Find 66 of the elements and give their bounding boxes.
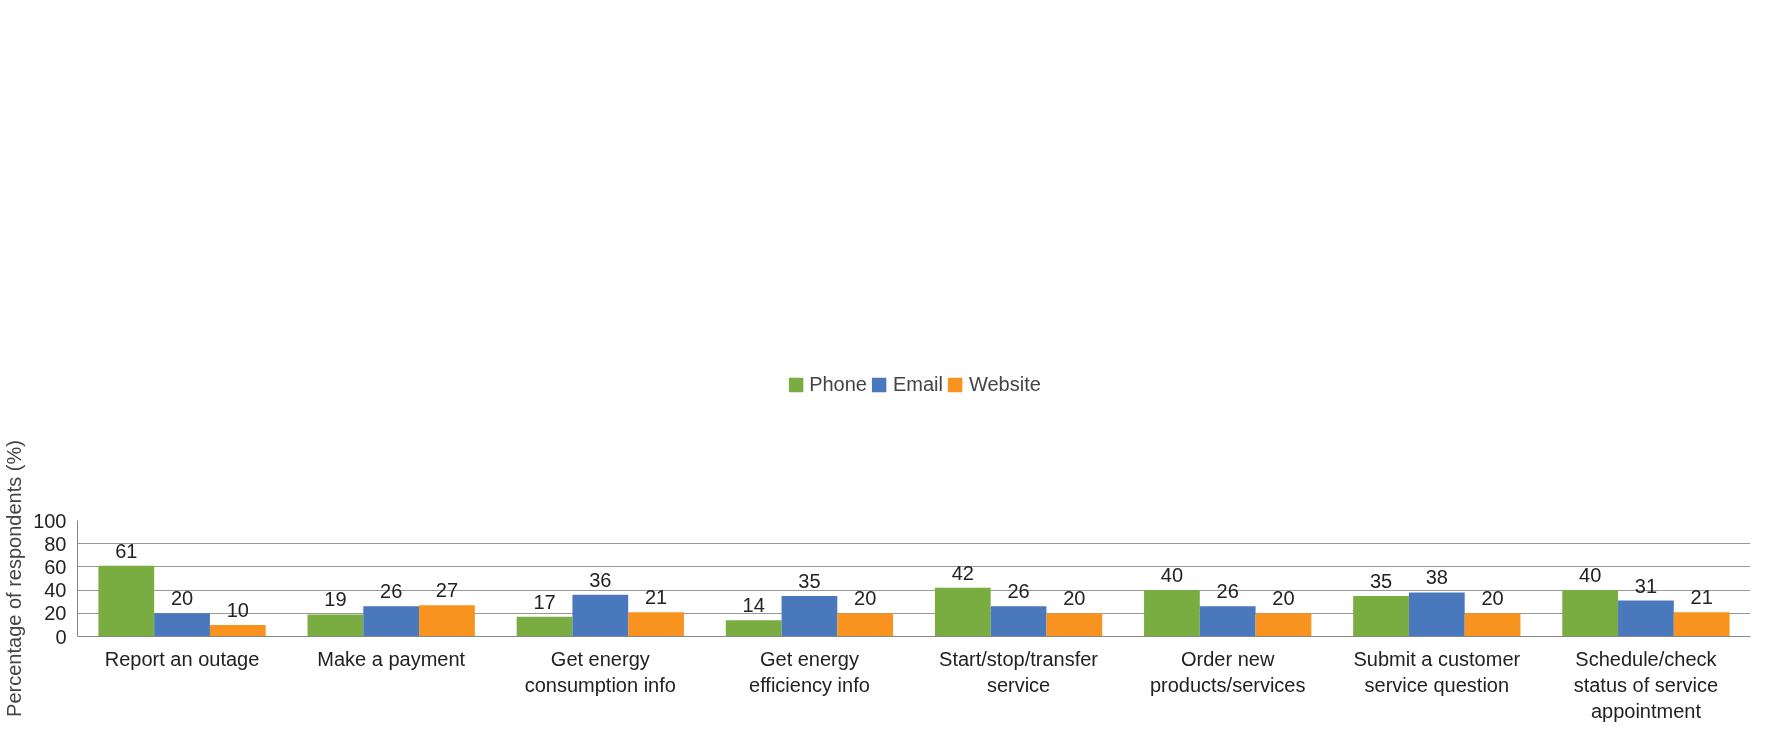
bar [1408,592,1465,637]
bar [781,595,838,637]
bar [725,620,782,637]
bar [1046,613,1103,637]
data-label: 19 [324,588,347,611]
data-label: 21 [644,586,668,609]
data-label: 20 [1063,587,1086,610]
y-tick-label: 100 [33,509,67,532]
bar [572,594,629,637]
bar [837,613,894,637]
bar [1199,606,1256,637]
data-label: 20 [854,587,877,610]
legend-label: Phone [809,372,867,396]
data-label: 27 [435,579,459,602]
data-label: 26 [1007,580,1030,603]
data-label: 26 [380,580,403,603]
data-label: 40 [1579,564,1602,587]
data-label: 26 [1216,580,1239,603]
data-label: 42 [951,561,974,584]
bar [516,616,573,637]
data-label: 20 [1481,587,1504,610]
y-tick-label: 60 [44,555,67,578]
x-tick-label: Get energy efficiency info [749,647,870,696]
data-label: 40 [1160,564,1184,587]
y-tick-label: 0 [55,625,67,648]
x-tick-label: Order new products/services [1149,647,1306,696]
data-label: 20 [1272,587,1295,610]
bar [990,606,1047,637]
bar [1353,595,1409,637]
x-tick-label: Schedule/check status of service appointment [1573,647,1719,723]
y-tick-label: 20 [44,602,67,625]
data-label: 36 [589,568,612,591]
x-tick-label: Get energy consumption info [524,647,676,696]
data-label: 38 [1425,566,1448,589]
data-label: 31 [1634,574,1658,597]
bar [1562,590,1619,637]
bar [628,612,684,637]
data-label: 20 [170,587,194,610]
x-tick-label: Make a payment [317,647,466,670]
bar [1255,613,1312,637]
data-label: 17 [533,590,556,613]
legend-label: Email [892,372,943,396]
bar [1464,613,1521,637]
x-tick-label: Submit a customer service question [1353,647,1521,696]
data-label: 35 [798,569,821,592]
data-label: 10 [226,598,249,621]
data-label: 35 [1369,569,1393,592]
data-label: 61 [115,539,138,562]
y-tick-label: 80 [44,532,67,555]
bar [209,624,266,637]
y-tick-label: 40 [44,579,67,602]
bar [1618,600,1674,637]
data-label: 14 [742,594,765,617]
bar [154,613,210,637]
legend-label: Website [968,372,1041,396]
bar [1673,612,1730,637]
bar [363,606,420,637]
bar [419,605,475,637]
data-label: 21 [1690,586,1713,609]
bar [934,587,991,637]
bar [98,565,155,637]
x-tick-label: Start/stop/transfer service [939,647,1099,696]
bar [307,614,364,637]
x-tick-label: Report an outage [104,647,260,670]
bar [1144,590,1200,637]
y-axis-title: Percentage of respondents (%) [3,440,26,717]
